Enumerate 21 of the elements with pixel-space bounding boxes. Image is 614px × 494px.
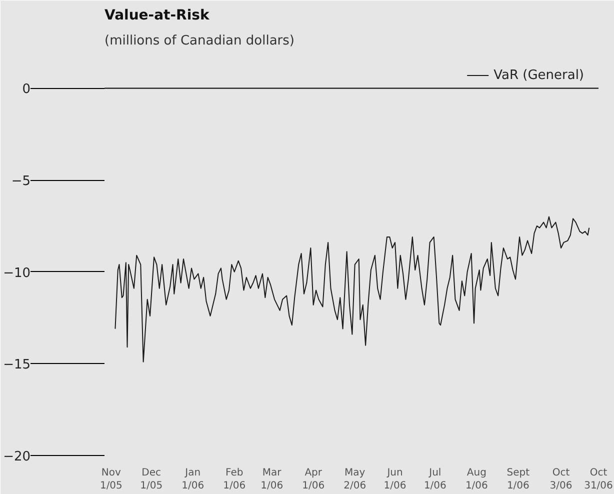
x-tick-label: Apr 1/06 bbox=[302, 468, 325, 492]
x-tick-label: May 2/06 bbox=[344, 468, 366, 492]
x-tick-label: Sept 1/06 bbox=[506, 468, 530, 492]
y-tick-label: −15 bbox=[3, 358, 31, 373]
chart-title: Value-at-Risk bbox=[104, 8, 210, 24]
chart-subtitle: (millions of Canadian dollars) bbox=[104, 34, 294, 48]
y-tick-label: 0 bbox=[22, 82, 31, 98]
x-tick-label: Nov 1/05 bbox=[100, 468, 122, 492]
x-tick-label: Oct 31/06 bbox=[584, 468, 613, 492]
y-tick-label: −5 bbox=[11, 174, 31, 190]
x-tick-label: Jan 1/06 bbox=[182, 468, 204, 492]
x-tick-label: Jul 1/06 bbox=[424, 468, 446, 492]
y-tick-label: −20 bbox=[3, 450, 31, 464]
x-tick-label: Aug 1/06 bbox=[465, 468, 488, 492]
x-tick-label: Jun 1/06 bbox=[384, 468, 406, 492]
legend-label: VaR (General) bbox=[494, 68, 584, 82]
x-tick-label: Dec 1/05 bbox=[140, 468, 163, 492]
x-tick-label: Mar 1/06 bbox=[260, 468, 284, 492]
x-tick-label: Feb 1/06 bbox=[223, 468, 246, 492]
x-tick-label: Oct 3/06 bbox=[550, 468, 572, 492]
y-tick-label: −10 bbox=[3, 266, 31, 281]
